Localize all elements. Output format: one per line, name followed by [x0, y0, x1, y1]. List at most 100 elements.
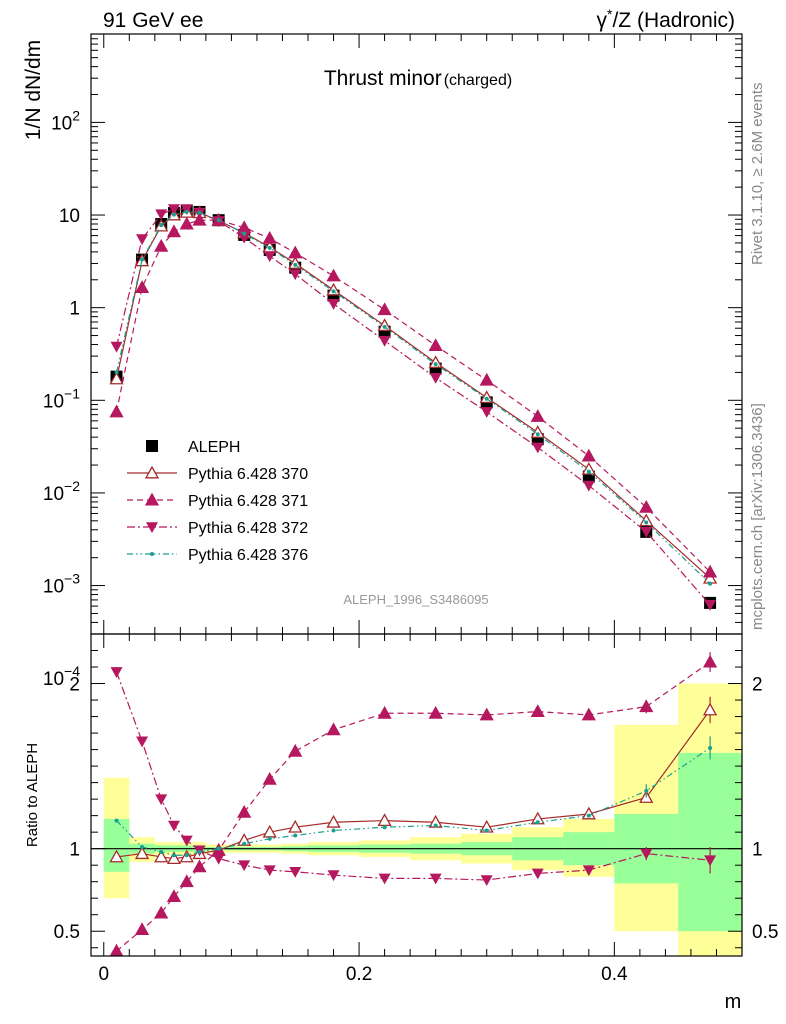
main-panel-frame: [90, 33, 743, 635]
ratio-point-3: [704, 855, 717, 867]
chart-title-main: Thrust minor: [324, 67, 442, 90]
ratio-tick-label-right: 0.5: [752, 922, 778, 943]
ratio-point-2: [179, 874, 194, 888]
legend-marker: [146, 522, 158, 533]
series-point-3: [480, 407, 493, 418]
ratio-point-4: [114, 818, 119, 823]
series-point-3: [378, 335, 391, 347]
ratio-tick-label-left: 0.5: [54, 922, 80, 943]
series-point-3: [167, 204, 180, 216]
ratio-point-4: [331, 828, 336, 833]
series-point-2: [428, 338, 443, 351]
series-point-4: [433, 362, 438, 367]
energy-label: 91 GeV ee: [103, 9, 203, 32]
x-axis-ticks: 0 0.2 0.4: [98, 634, 743, 985]
ratio-point-4: [535, 820, 540, 825]
series-point-2: [377, 302, 392, 316]
rivet-version-label: Rivet 3.1.10, ≥ 2.6M events: [749, 83, 766, 266]
ratio-point-3: [110, 667, 123, 678]
ratio-point-3: [582, 865, 595, 877]
series-point-4: [484, 396, 489, 401]
series-point-1: [428, 355, 443, 369]
series-line-4: [115, 211, 711, 585]
ratio-point-3: [378, 873, 391, 885]
series-point-4: [382, 324, 387, 329]
legend-marker: [144, 492, 160, 506]
y-tick-label: 10−1: [43, 385, 80, 412]
x-axis-label: m: [725, 991, 742, 1013]
x-tick-label: 0: [98, 964, 109, 985]
series-point-4: [293, 262, 298, 267]
process-label-suffix: /Z (Hadronic): [612, 9, 735, 32]
ratio-point-2: [237, 805, 252, 818]
ratio-point-2: [109, 943, 124, 957]
series-point-4: [197, 210, 202, 215]
series-point-3: [531, 442, 544, 454]
ratio-point-4: [242, 841, 247, 846]
ratio-point-1: [702, 702, 718, 716]
x-tick-label: 0.4: [601, 964, 628, 985]
y-tick-label: 10−4: [43, 663, 80, 690]
series-point-2: [179, 216, 194, 230]
process-label: γ*/Z (Hadronic): [597, 6, 735, 32]
series-point-4: [216, 218, 221, 223]
series-point-3: [110, 341, 123, 353]
ratio-point-2: [262, 771, 277, 785]
ratio-point-4: [140, 845, 145, 850]
ratio-point-4: [433, 823, 438, 828]
y-tick-label: 10−2: [43, 478, 80, 505]
legend-label: ALEPH: [188, 439, 240, 456]
ratio-point-2: [154, 905, 169, 919]
ratio-point-3: [136, 736, 149, 748]
ratio-point-3: [327, 870, 340, 882]
ratio-point-3: [640, 848, 653, 860]
series-point-2: [288, 245, 303, 259]
y-tick-label: 10: [59, 206, 80, 227]
ratio-point-3: [531, 868, 544, 880]
ratio-point-2: [288, 743, 303, 757]
main-panel: 10−4 10−3 10−2 10−1 1 10 102 1/N dN/dm Thrust …: [22, 33, 743, 690]
series-point-2: [639, 499, 654, 513]
ratio-point-3: [238, 860, 251, 872]
ratio-point-4: [267, 836, 272, 841]
ratio-tick-label-left: 1: [69, 840, 80, 861]
series-point-4: [171, 212, 176, 217]
series-point-2: [262, 231, 277, 244]
ratio-point-1: [166, 851, 182, 865]
ratio-panel: 0.5 0.5 1 1 2 2 Ratio to ALEPH 0 0.2 0.4 m: [24, 633, 778, 1013]
series-point-4: [184, 209, 189, 214]
ratio-point-2: [639, 699, 654, 713]
series-point-3: [640, 527, 653, 538]
uncertainty-band-inner: [103, 818, 130, 872]
ratio-point-2: [377, 705, 392, 719]
legend-label: Pythia 6.428 372: [188, 520, 308, 537]
ratio-point-3: [289, 866, 302, 878]
series-point-3: [289, 269, 302, 281]
ratio-point-2: [479, 707, 494, 721]
uncertainty-band-inner: [678, 752, 742, 932]
series-point-2: [166, 224, 182, 238]
ratio-point-2: [166, 889, 182, 903]
y-axis-label: 1/N dN/dm: [22, 40, 45, 140]
process-label-sup: *: [607, 6, 613, 22]
series-point-3: [180, 204, 193, 216]
y-tick-label: 1: [69, 299, 80, 320]
process-label-prefix: γ: [597, 9, 608, 32]
chart-title: Thrust minor (charged): [324, 67, 512, 90]
ratio-point-4: [382, 825, 387, 830]
ratio-point-2: [581, 707, 596, 721]
series-point-4: [159, 223, 164, 228]
main-y-ticks: 10−4 10−3 10−2 10−1 1 10 102: [43, 33, 743, 690]
legend-marker: [144, 465, 160, 479]
ratio-point-3: [180, 835, 193, 847]
series-point-4: [140, 257, 145, 262]
ratio-axis-label: Ratio to ALEPH: [24, 743, 41, 847]
series-line-3: [115, 208, 711, 606]
series-point-2: [326, 268, 341, 282]
ratio-panel-frame: [90, 633, 743, 957]
series-point-3: [155, 209, 168, 221]
series-point-2: [134, 280, 150, 293]
ratio-point-1: [154, 849, 169, 863]
ratio-point-1: [134, 846, 150, 860]
